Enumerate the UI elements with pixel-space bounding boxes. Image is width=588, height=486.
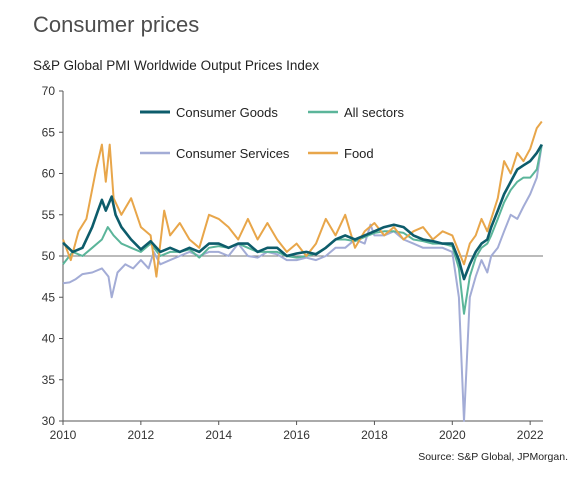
source-note: Source: S&P Global, JPMorgan. xyxy=(418,451,568,463)
series-lines xyxy=(62,120,543,422)
series-line-consumer-goods xyxy=(62,143,543,281)
series-line-food xyxy=(62,120,543,278)
y-axis-tick-labels: 30 35 40 45 50 55 60 65 70 xyxy=(42,84,63,428)
y-tick-label-35: 35 xyxy=(42,373,56,387)
x-tick-label-2010: 2010 xyxy=(50,428,77,442)
page-title: Consumer prices xyxy=(33,12,200,37)
y-tick-label-30: 30 xyxy=(42,414,56,428)
y-tick-label-50: 50 xyxy=(42,249,56,263)
y-tick-label-40: 40 xyxy=(42,332,56,346)
legend-label-consumer-goods: Consumer Goods xyxy=(176,105,278,120)
y-tick-label-70: 70 xyxy=(42,84,56,98)
y-tick-label-60: 60 xyxy=(42,167,56,181)
x-axis-tick-labels: 2010 2012 2014 2016 2018 2020 2022 xyxy=(50,421,544,442)
chart-title: S&P Global PMI Worldwide Output Prices I… xyxy=(33,58,320,73)
legend-label-food: Food xyxy=(344,146,374,161)
x-tick-label-2020: 2020 xyxy=(439,428,466,442)
legend-label-consumer-services: Consumer Services xyxy=(176,146,290,161)
y-tick-label-55: 55 xyxy=(42,208,56,222)
x-tick-label-2016: 2016 xyxy=(283,428,310,442)
series-line-consumer-services xyxy=(62,144,543,422)
legend-label-all-sectors: All sectors xyxy=(344,105,404,120)
y-tick-label-65: 65 xyxy=(42,125,56,139)
x-tick-label-2012: 2012 xyxy=(128,428,155,442)
x-tick-label-2022: 2022 xyxy=(517,428,544,442)
legend: Consumer Goods All sectors Consumer Servic… xyxy=(140,105,404,161)
y-tick-label-45: 45 xyxy=(42,290,56,304)
x-tick-label-2014: 2014 xyxy=(205,428,232,442)
series-line-all-sectors xyxy=(62,144,543,315)
x-tick-label-2018: 2018 xyxy=(361,428,388,442)
